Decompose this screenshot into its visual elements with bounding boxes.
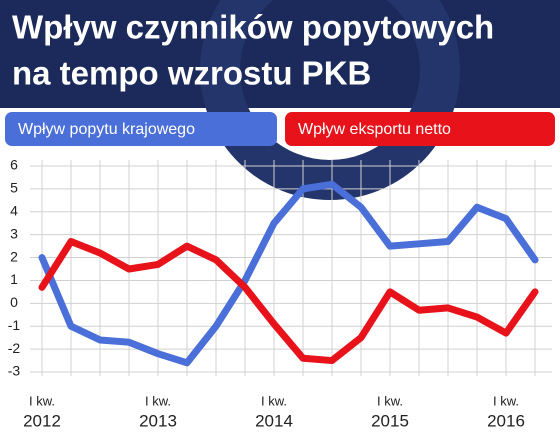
x-tick-label: I kw. [261,393,287,408]
x-tick-label: I kw. [377,393,403,408]
x-tick-label: 2016 [487,411,525,430]
y-tick-label: -1 [8,317,21,333]
x-tick-label: I kw. [145,393,171,408]
x-tick-label: 2015 [371,411,409,430]
y-tick-label: 1 [10,271,18,287]
y-tick-label: 0 [10,294,18,310]
chart-title: Wpływ czynników popytowych [12,9,494,46]
y-tick-label: -3 [8,363,21,379]
y-tick-label: 5 [10,180,18,196]
legend-box [5,112,277,146]
legend-box [285,112,555,146]
y-tick-label: 2 [10,248,18,264]
y-tick-label: 6 [10,157,18,173]
legend-label: Wpływ popytu krajowego [18,121,195,138]
y-tick-label: 3 [10,225,18,241]
header-decoration [200,0,460,200]
x-tick-label: 2013 [139,411,177,430]
x-tick-label: I kw. [493,393,519,408]
x-tick-label: 2012 [23,411,61,430]
legend-label: Wpływ eksportu netto [298,121,451,138]
y-tick-label: 4 [10,202,18,218]
chart-subtitle: na tempo wzrostu PKB [12,55,371,92]
series-line [38,180,539,367]
y-tick-label: -2 [8,340,21,356]
series-line [38,238,539,365]
header [0,0,560,108]
x-tick-label: I kw. [29,393,55,408]
x-tick-label: 2014 [255,411,293,430]
